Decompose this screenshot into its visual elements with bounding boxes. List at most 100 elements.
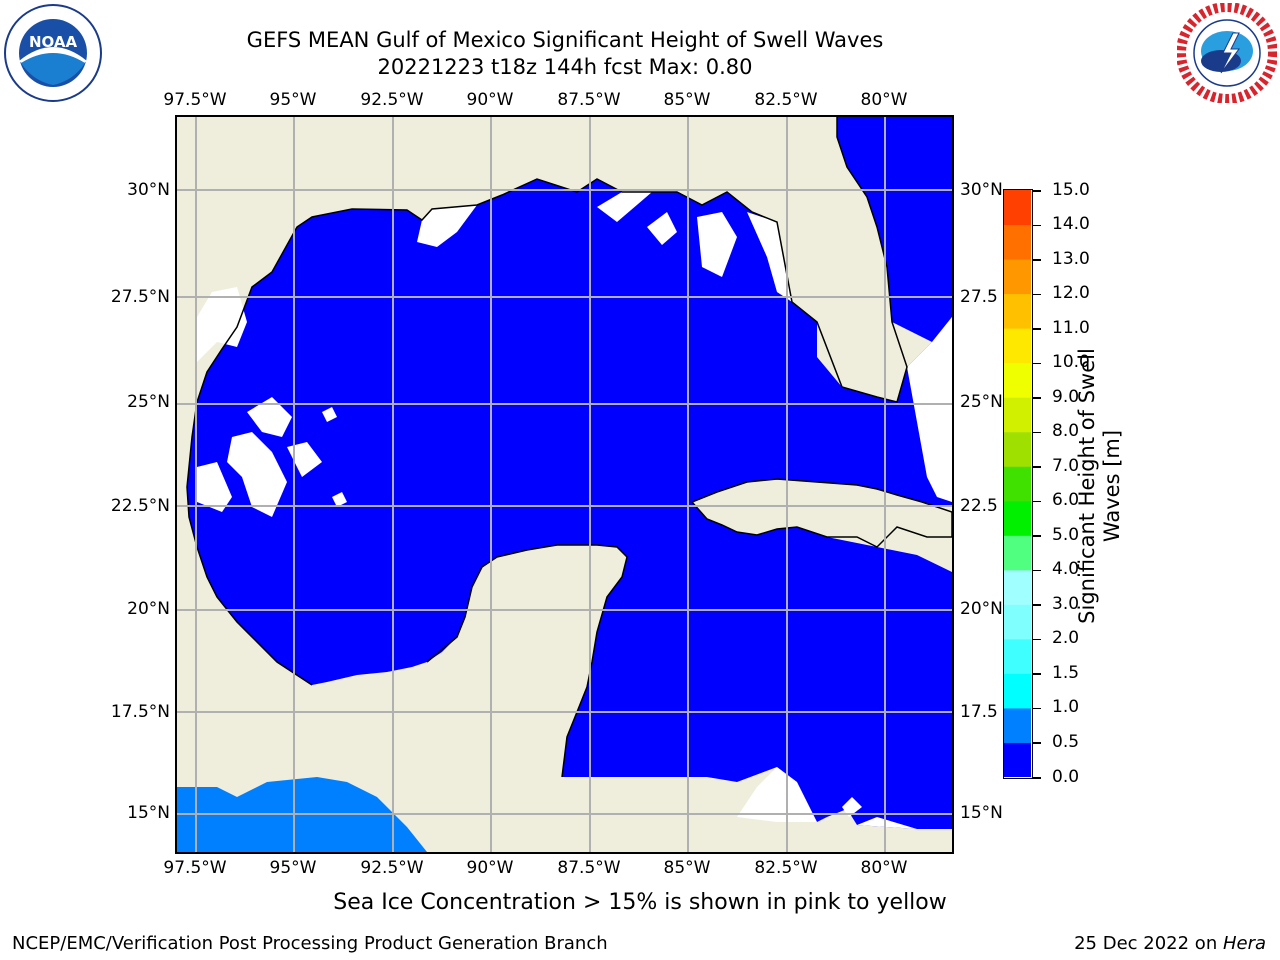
colorbar-label-line1: Significant Height of Swell	[1075, 348, 1099, 624]
colorbar-svg	[1004, 190, 1031, 778]
map-svg	[177, 117, 952, 852]
map-title: GEFS MEAN Gulf of Mexico Significant Hei…	[246, 28, 884, 52]
noaa-logo: NOAA	[3, 3, 103, 103]
lon-label: 82.5°W	[754, 858, 818, 878]
colorbar-tick-label: 3.0	[1052, 593, 1080, 614]
atlantic-water	[837, 117, 952, 342]
colorbar-segment	[1004, 293, 1031, 329]
gulf-water	[187, 179, 952, 829]
lon-label: 90°W	[466, 90, 514, 110]
lon-label: 85°W	[663, 90, 711, 110]
colorbar-segment	[1004, 638, 1031, 674]
colorbar-tick-label: 1.0	[1052, 697, 1080, 718]
lat-label: 30°N	[127, 180, 170, 200]
colorbar-tick-label: 11.0	[1052, 317, 1090, 338]
lon-label: 95°W	[269, 858, 317, 878]
colorbar-tick-mark	[1033, 707, 1041, 710]
colorbar-tick-label: 1.5	[1052, 662, 1080, 683]
lat-label: 20°N	[960, 599, 1003, 619]
colorbar-segment	[1004, 742, 1031, 778]
colorbar-tick-mark	[1033, 431, 1041, 434]
colorbar-label-line2: Waves [m]	[1100, 429, 1124, 543]
lat-label: 27.5°N	[110, 287, 170, 307]
colorbar	[1003, 189, 1033, 779]
colorbar-tick-label: 6.0	[1052, 490, 1080, 511]
colorbar-tick-mark	[1033, 397, 1041, 399]
colorbar-tick-mark	[1033, 259, 1041, 261]
colorbar-tick-label: 12.0	[1052, 283, 1090, 304]
lat-label: 27.5	[960, 287, 998, 307]
lat-label: 22.5°N	[110, 496, 170, 516]
lon-label: 87.5°W	[557, 858, 621, 878]
colorbar-segment	[1004, 224, 1031, 260]
no-data-patches	[197, 192, 952, 829]
colorbar-segment	[1004, 431, 1031, 467]
colorbar-tick-mark	[1033, 535, 1041, 537]
colorbar-tick-mark	[1033, 569, 1041, 572]
colorbar-tick-mark	[1033, 500, 1041, 503]
map-panel	[175, 115, 954, 854]
map-subtitle: 20221223 t18z 144h fcst Max: 0.80	[377, 55, 753, 79]
lat-label: 22.5	[960, 496, 998, 516]
lon-label: 92.5°W	[360, 90, 424, 110]
lon-label: 95°W	[269, 90, 317, 110]
gulf-coastline	[186, 117, 908, 686]
sea-ice-note: Sea Ice Concentration > 15% is shown in …	[333, 890, 947, 915]
lon-label: 92.5°W	[360, 858, 424, 878]
colorbar-tick-label: 5.0	[1052, 524, 1080, 545]
lat-label: 17.5°N	[110, 702, 170, 722]
nws-logo	[1176, 2, 1278, 104]
colorbar-tick-mark	[1033, 777, 1041, 779]
colorbar-tick-mark	[1033, 190, 1041, 192]
colorbar-segment	[1004, 673, 1031, 709]
lat-label: 15°N	[960, 803, 1003, 823]
lon-label: 82.5°W	[754, 90, 818, 110]
colorbar-segment	[1004, 397, 1031, 433]
lon-label: 80°W	[860, 858, 908, 878]
lat-label: 25°N	[960, 392, 1003, 412]
colorbar-segment	[1004, 707, 1031, 743]
colorbar-segment	[1004, 535, 1031, 571]
lon-label: 97.5°W	[163, 90, 227, 110]
colorbar-tick-mark	[1033, 224, 1041, 227]
colorbar-segment	[1004, 328, 1031, 364]
lat-label: 17.5	[960, 702, 998, 722]
colorbar-tick-mark	[1033, 293, 1041, 296]
colorbar-segment	[1004, 362, 1031, 398]
colorbar-tick-label: 14.0	[1052, 214, 1090, 235]
colorbar-tick-mark	[1033, 466, 1041, 468]
colorbar-tick-label: 7.0	[1052, 455, 1080, 476]
colorbar-tick-mark	[1033, 604, 1041, 606]
yucatan-coastline	[426, 544, 628, 778]
cuba-island	[690, 478, 952, 548]
colorbar-tick-label: 10.0	[1052, 352, 1090, 373]
footer-date-text: 25 Dec 2022 on	[1074, 933, 1223, 954]
colorbar-tick-mark	[1033, 362, 1041, 365]
colorbar-tick-label: 8.0	[1052, 421, 1080, 442]
colorbar-segment	[1004, 190, 1031, 226]
colorbar-tick-label: 9.0	[1052, 386, 1080, 407]
graticule	[177, 117, 952, 852]
colorbar-tick-mark	[1033, 673, 1041, 675]
lon-label: 87.5°W	[557, 90, 621, 110]
lat-label: 25°N	[127, 392, 170, 412]
colorbar-tick-label: 4.0	[1052, 559, 1080, 580]
lat-label: 30°N	[960, 180, 1003, 200]
colorbar-segment	[1004, 569, 1031, 605]
colorbar-tick-label: 0.0	[1052, 766, 1080, 787]
colorbar-tick-label: 2.0	[1052, 628, 1080, 649]
colorbar-segment	[1004, 604, 1031, 640]
colorbar-tick-label: 15.0	[1052, 179, 1090, 200]
colorbar-tick-mark	[1033, 638, 1041, 641]
colorbar-tick-label: 13.0	[1052, 248, 1090, 269]
noaa-logo-text: NOAA	[29, 33, 78, 51]
colorbar-tick-mark	[1033, 742, 1041, 744]
colorbar-segment	[1004, 259, 1031, 295]
lon-label: 85°W	[663, 858, 711, 878]
lon-label: 80°W	[860, 90, 908, 110]
colorbar-tick-mark	[1033, 328, 1041, 330]
lon-label: 90°W	[466, 858, 514, 878]
footer-machine: Hera	[1222, 933, 1266, 954]
colorbar-tick-label: 0.5	[1052, 731, 1080, 752]
lon-label: 97.5°W	[163, 858, 227, 878]
